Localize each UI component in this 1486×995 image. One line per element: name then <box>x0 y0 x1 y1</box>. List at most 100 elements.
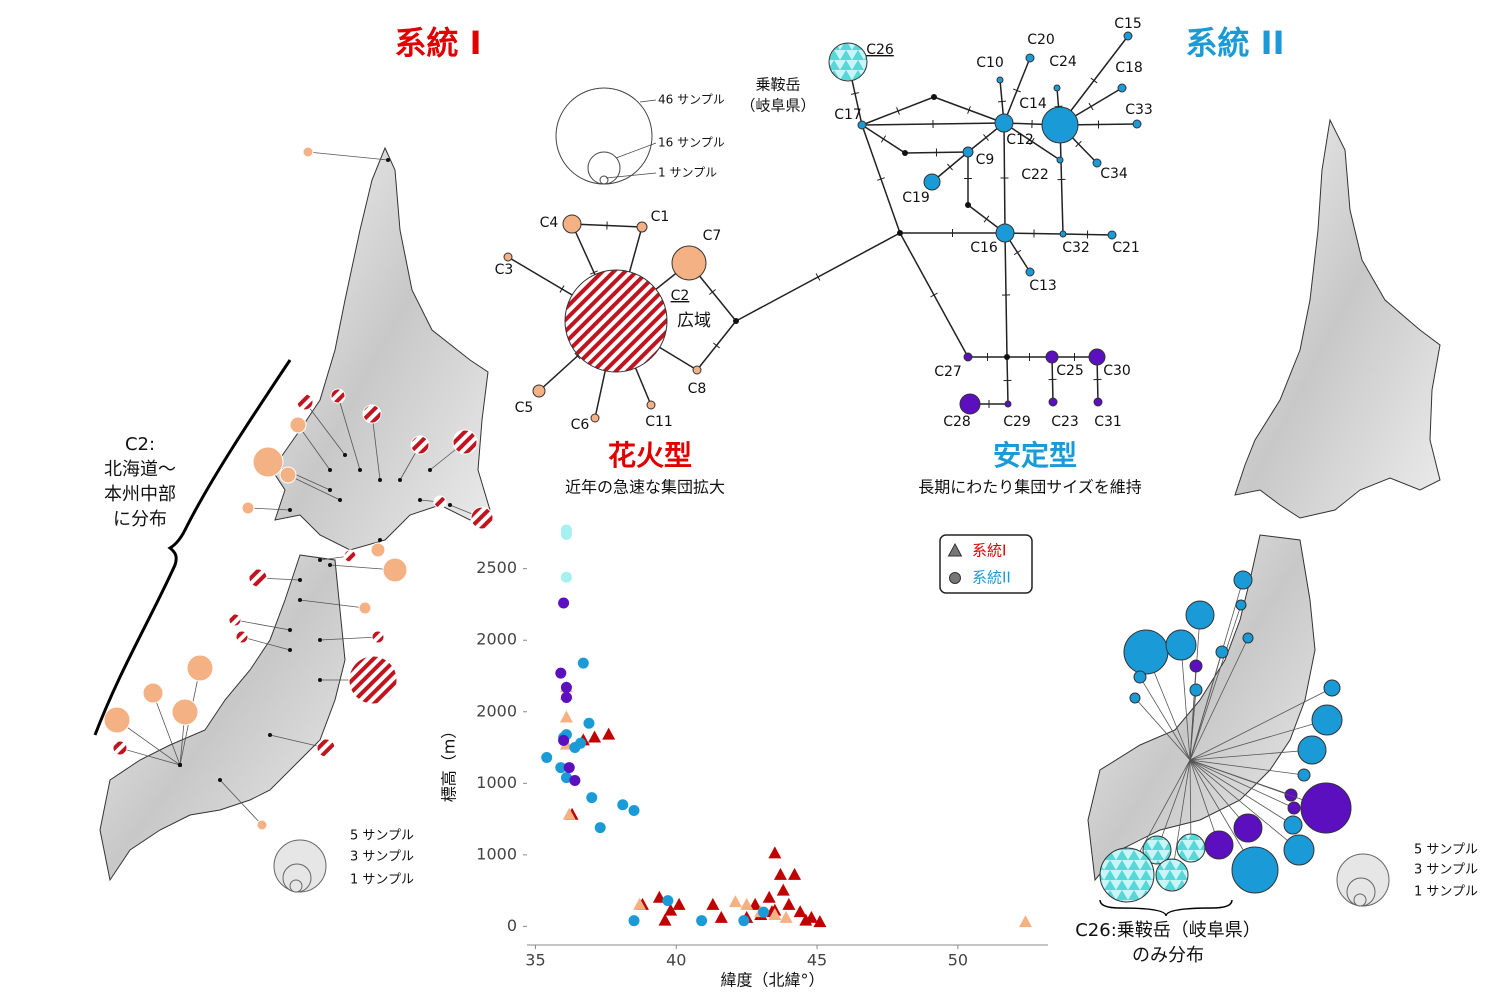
point-triangle <box>706 898 719 910</box>
site-pie <box>1298 769 1310 781</box>
node-label: C34 <box>1100 166 1128 182</box>
site-dot <box>218 778 222 782</box>
map-legend-label: 1 サンプル <box>350 873 414 888</box>
haplotype-node <box>1054 85 1060 91</box>
site-pie <box>229 614 241 626</box>
site-dot <box>378 538 382 542</box>
haplotype-node <box>995 114 1013 132</box>
site-dot <box>428 468 432 472</box>
node-label: C22 <box>1021 167 1049 183</box>
site-pie <box>1234 814 1262 842</box>
node-label: C6 <box>571 417 590 433</box>
node-label: C17 <box>834 107 862 123</box>
node-label: C15 <box>1114 16 1142 32</box>
map-note: に分布 <box>113 509 167 530</box>
point-triangle <box>1019 915 1032 927</box>
haplotype-node <box>1118 84 1126 92</box>
site-dot <box>178 763 182 767</box>
haplotype-node <box>1133 120 1141 128</box>
site-dot <box>318 558 322 562</box>
site-pie <box>1243 633 1253 643</box>
site-pie <box>1100 848 1154 902</box>
y-tick-label: 0 <box>507 916 517 935</box>
haplotype-node <box>1026 54 1034 62</box>
site-pie <box>249 569 267 587</box>
haplotype-node <box>997 77 1003 83</box>
site-pie <box>290 417 306 433</box>
x-tick-label: 35 <box>525 951 545 970</box>
site-pie <box>253 447 283 477</box>
site-dot <box>288 648 292 652</box>
size-legend-network <box>556 88 656 184</box>
stable-title: 安定型 <box>993 439 1077 472</box>
site-pie <box>1288 802 1300 814</box>
size-legend-label: 46 サンプル <box>658 93 725 107</box>
legend-label: 系統I <box>972 542 1006 560</box>
point-circle <box>561 572 572 583</box>
point-triangle <box>788 868 801 880</box>
point-circle <box>575 738 586 749</box>
site-pie <box>1124 630 1168 674</box>
haplotype-node <box>924 174 940 190</box>
site-pie <box>1298 736 1326 764</box>
site-pie <box>187 655 213 681</box>
site-pie <box>1166 630 1196 660</box>
site-pie <box>1312 705 1342 735</box>
point-circle <box>950 573 961 584</box>
haplotype-node <box>1094 398 1102 406</box>
site-dot <box>448 503 452 507</box>
junction <box>733 318 739 324</box>
burst-desc: 近年の急速な集団拡大 <box>565 478 725 497</box>
point-circle <box>555 668 566 679</box>
node-label: C21 <box>1112 240 1140 256</box>
site-pie <box>372 631 384 643</box>
node-label: C3 <box>495 262 514 278</box>
point-circle <box>738 915 749 926</box>
node-label: C19 <box>902 190 930 206</box>
site-pie <box>359 602 371 614</box>
node-label: C29 <box>1003 414 1031 430</box>
point-triangle <box>602 728 615 740</box>
site-pie <box>363 405 381 423</box>
map-legend-label: 1 サンプル <box>1414 885 1478 900</box>
y-tick-label: 1000 <box>476 773 517 792</box>
site-pie <box>453 430 477 454</box>
x-axis-label: 緯度（北緯°） <box>720 971 824 990</box>
site-pie <box>1156 859 1188 891</box>
y-tick-label: 2000 <box>476 630 517 649</box>
y-tick-label: 2000 <box>476 701 517 720</box>
point-circle <box>629 805 640 816</box>
junction <box>965 202 971 208</box>
node-label: C18 <box>1115 60 1143 76</box>
site-pie <box>434 496 446 508</box>
mutation-tick <box>1014 250 1021 254</box>
junction <box>931 94 937 100</box>
site-pie <box>1190 684 1202 696</box>
title-lineage1: 系統 I <box>394 24 481 62</box>
point-triangle <box>673 898 686 910</box>
site-pie <box>349 656 397 704</box>
site-pie <box>1284 816 1302 834</box>
point-triangle <box>777 884 790 896</box>
point-triangle <box>794 905 807 917</box>
site-pie <box>1186 601 1214 629</box>
map-note: のみ分布 <box>1132 945 1204 966</box>
point-triangle <box>729 895 742 907</box>
legend-label: 系統II <box>972 569 1011 587</box>
node-label: C1 <box>651 209 670 225</box>
point-circle <box>662 895 673 906</box>
node-label: C27 <box>934 364 962 380</box>
point-circle <box>561 529 572 540</box>
site-pie <box>371 543 385 557</box>
site-pie <box>242 502 254 514</box>
site-pie <box>1236 600 1246 610</box>
site-dot <box>288 628 292 632</box>
haplotype-node <box>565 270 667 372</box>
point-triangle <box>782 898 795 910</box>
map-legend-label: 3 サンプル <box>350 850 414 865</box>
site-dot <box>398 478 402 482</box>
stable-desc: 長期にわたり集団サイズを維持 <box>918 478 1142 497</box>
site-dot <box>268 733 272 737</box>
